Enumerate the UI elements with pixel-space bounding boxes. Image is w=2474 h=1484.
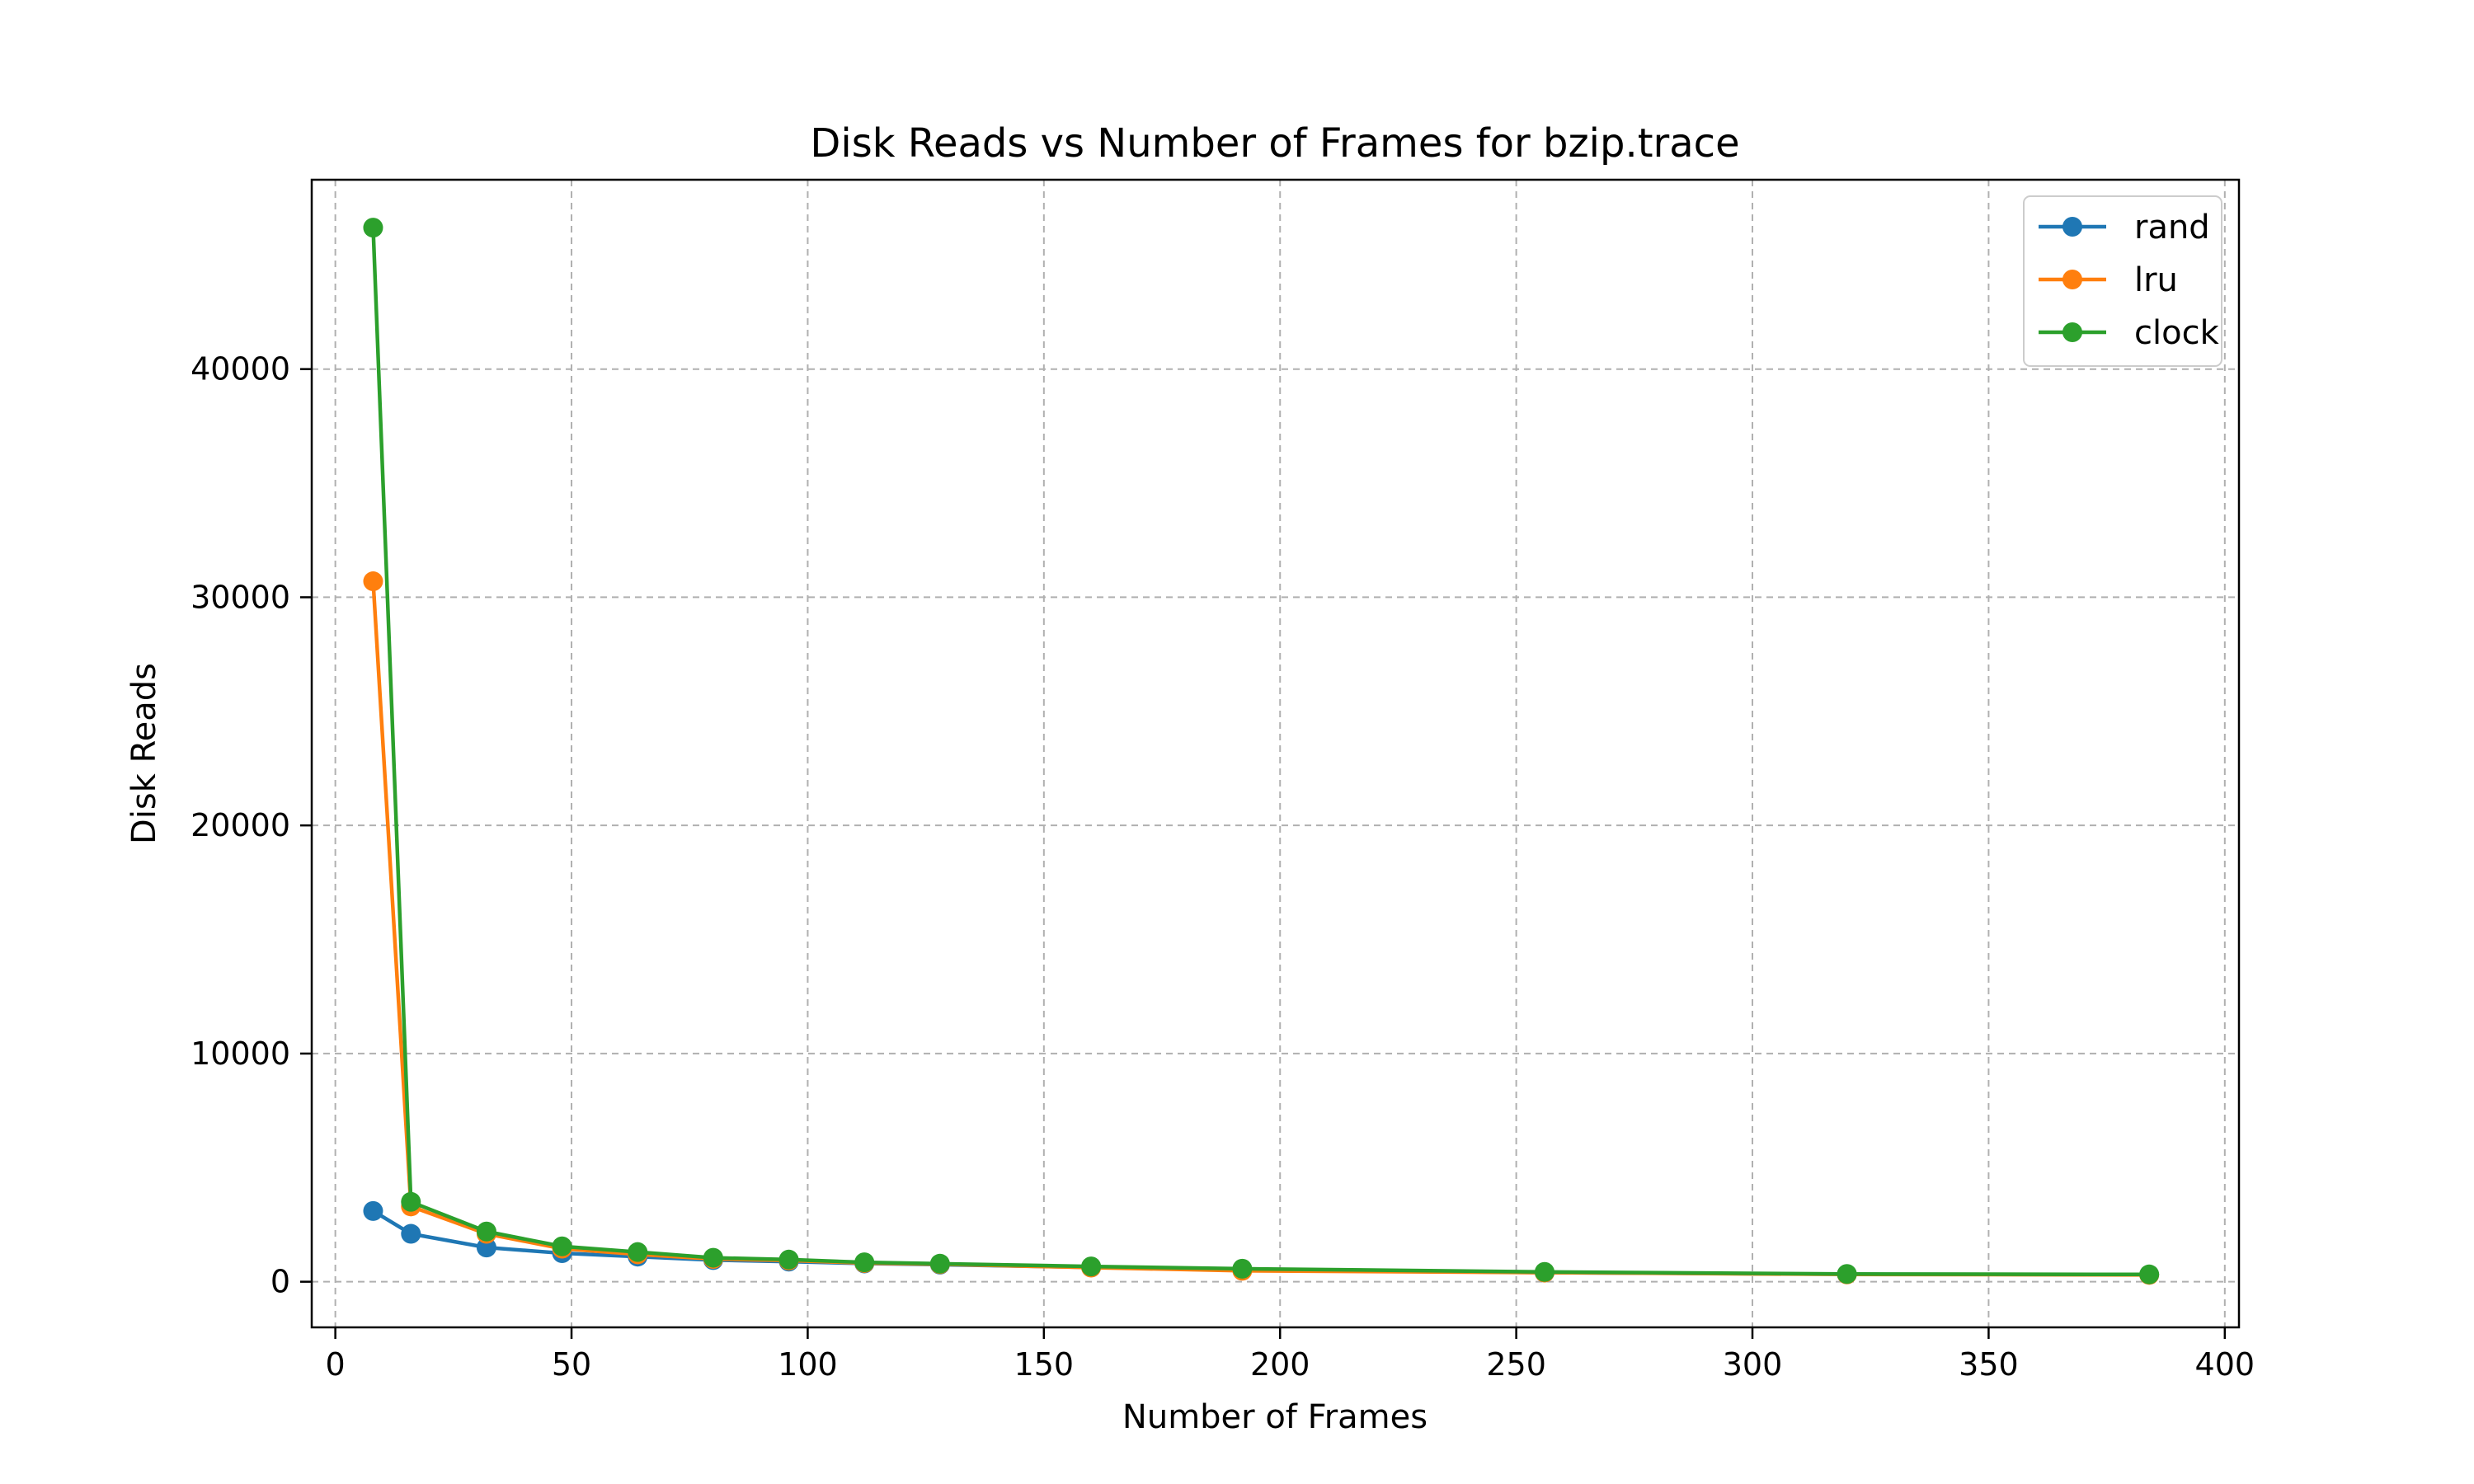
legend-item-clock: clock: [2039, 314, 2220, 352]
series-clock: [363, 218, 2160, 1284]
data-point-clock: [401, 1191, 421, 1212]
data-point-clock: [1534, 1261, 1554, 1282]
y-tick-label: 20000: [190, 807, 290, 843]
chart-title: Disk Reads vs Number of Frames for bzip.…: [810, 120, 1739, 167]
x-tick-label: 250: [1486, 1346, 1546, 1383]
legend-marker: [2062, 322, 2082, 342]
data-point-lru: [363, 571, 383, 592]
data-point-clock: [1232, 1258, 1253, 1279]
legend-label: clock: [2134, 314, 2220, 352]
legend-marker: [2062, 270, 2082, 289]
ticks: 0 50 100 150 200 250 300 350 400 0 10000 20000 30000…: [190, 351, 2255, 1383]
y-tick-label: 0: [270, 1264, 290, 1300]
plot-frame: [310, 178, 2241, 1329]
data-point-rand: [476, 1237, 496, 1258]
x-tick-label: 50: [552, 1346, 591, 1383]
data-point-rand: [363, 1200, 383, 1221]
data-point-clock: [929, 1253, 950, 1274]
data-point-clock: [854, 1252, 875, 1273]
data-point-clock: [778, 1249, 799, 1270]
series-layer: [363, 218, 2160, 1285]
x-tick-label: 100: [778, 1346, 838, 1383]
data-point-clock: [2139, 1264, 2160, 1284]
legend-label: rand: [2134, 209, 2210, 247]
y-axis-label: Disk Reads: [125, 663, 163, 844]
data-point-clock: [363, 218, 383, 238]
legend-item-rand: rand: [2039, 209, 2210, 247]
y-tick-label: 30000: [190, 579, 290, 615]
x-tick-label: 400: [2195, 1346, 2255, 1383]
data-point-clock: [628, 1242, 648, 1262]
data-point-clock: [1837, 1264, 1857, 1284]
x-tick-label: 300: [1723, 1346, 1783, 1383]
x-tick-label: 150: [1014, 1346, 1075, 1383]
x-tick-label: 0: [326, 1346, 346, 1383]
y-tick-label: 40000: [190, 351, 290, 387]
x-tick-label: 350: [1959, 1346, 2019, 1383]
grid: [312, 180, 2239, 1327]
data-point-clock: [552, 1236, 572, 1256]
y-tick-label: 10000: [190, 1036, 290, 1072]
x-axis-label: Number of Frames: [1122, 1398, 1427, 1436]
data-point-rand: [401, 1223, 421, 1244]
x-tick-label: 200: [1250, 1346, 1310, 1383]
legend: rand lru clock: [2023, 195, 2222, 367]
legend-label: lru: [2134, 261, 2178, 299]
data-point-clock: [703, 1247, 723, 1268]
data-point-clock: [1081, 1256, 1102, 1277]
data-point-clock: [476, 1221, 496, 1242]
series-line-clock: [371, 228, 2150, 1277]
legend-marker: [2062, 217, 2082, 237]
legend-item-lru: lru: [2039, 261, 2178, 299]
